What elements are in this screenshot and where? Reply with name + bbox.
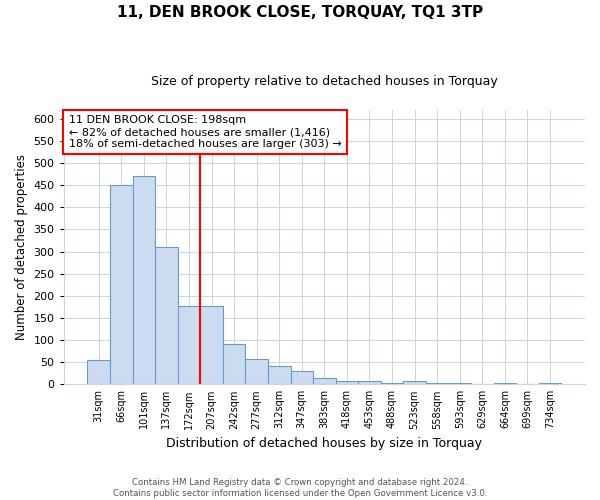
Bar (223, 344, 245, 385)
Y-axis label: Number of detached properties: Number of detached properties (15, 154, 28, 340)
Bar (268, 366, 290, 384)
Text: Contains HM Land Registry data © Crown copyright and database right 2024.
Contai: Contains HM Land Registry data © Crown c… (113, 478, 487, 498)
Bar (200, 306, 223, 384)
Bar (245, 358, 268, 384)
Text: 11, DEN BROOK CLOSE, TORQUAY, TQ1 3TP: 11, DEN BROOK CLOSE, TORQUAY, TQ1 3TP (117, 5, 483, 20)
Bar (358, 381, 381, 384)
Bar (403, 381, 426, 384)
Bar (494, 383, 516, 384)
Text: 11 DEN BROOK CLOSE: 198sqm
← 82% of detached houses are smaller (1,416)
18% of s: 11 DEN BROOK CLOSE: 198sqm ← 82% of deta… (69, 116, 341, 148)
Bar (335, 381, 358, 384)
Bar (313, 378, 335, 384)
Bar (88, 360, 110, 384)
Bar (155, 247, 178, 384)
X-axis label: Distribution of detached houses by size in Torquay: Distribution of detached houses by size … (166, 437, 482, 450)
Bar (178, 306, 200, 384)
Bar (110, 185, 133, 384)
Bar (290, 370, 313, 384)
Bar (133, 176, 155, 384)
Title: Size of property relative to detached houses in Torquay: Size of property relative to detached ho… (151, 75, 498, 88)
